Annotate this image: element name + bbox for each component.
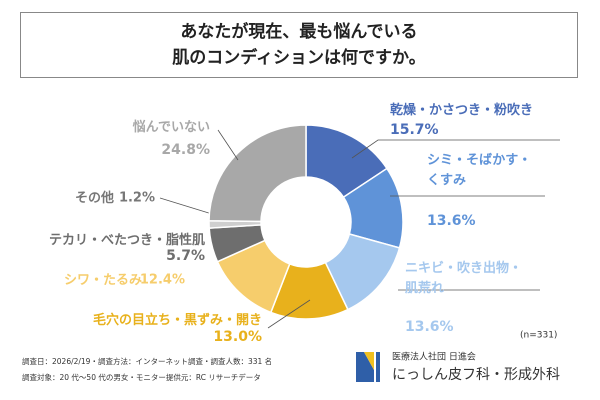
category-label-line: 毛穴の目立ち・黒ずみ・開き [93,312,262,328]
category-label: その他 [75,190,114,206]
category-label-line: くすみ [427,173,466,188]
value-label: 15.7% [390,122,439,138]
footnote: 調査対象：20 代～50 代の男女・モニター提供元：RC リサーチデータ [22,372,261,382]
leader-line [217,129,239,161]
category-label-line: 肌荒れ [405,280,444,296]
category-label-line: 悩んでいない [132,119,210,135]
sample-note: (n=331) [520,331,557,341]
chart-title: あなたが現在、最も悩んでいる 肌のコンディションは何ですか。 [20,12,578,78]
category-label-line: シワ・たるみ [64,273,142,288]
category-label-line: シミ・そばかす・ [427,153,531,168]
footnote: 調査日：2026/2/19・調査方法：インターネット調査・調査人数：331 名 [22,356,272,366]
category-label: 乾燥・かさつき・粉吹き [390,102,533,118]
value-label: 1.2% [119,191,155,206]
category-label: 悩んでいない [132,119,210,135]
slice [208,124,307,223]
value-label: 24.8% [161,142,210,158]
category-label: 毛穴の目立ち・黒ずみ・開き [93,312,262,328]
category-label-line: 乾燥・かさつき・粉吹き [390,102,533,118]
category-label-line: テカリ・べたつき・脂性肌 [49,232,205,248]
logo-org: 医療法人社団 日進会 [392,351,476,363]
value-label: 12.4% [140,273,185,288]
leader-line [159,197,213,215]
category-label: シミ・そばかす・くすみ [427,153,531,188]
category-label: ニキビ・吹き出物・肌荒れ [405,260,522,296]
leader-line [267,299,311,329]
category-label-line: ニキビ・吹き出物・ [405,260,522,276]
category-label-line: その他 [75,190,114,206]
value-label: 5.7% [166,248,205,264]
leader-line [351,139,560,159]
logo-mark [356,352,380,382]
value-label: 13.6% [405,319,454,335]
category-label: テカリ・べたつき・脂性肌 [49,232,205,248]
logo-name: にっしん皮フ科・形成外科 [392,367,560,383]
category-label: シワ・たるみ [64,273,142,288]
value-label: 13.0% [213,329,262,345]
value-label: 13.6% [427,213,476,229]
